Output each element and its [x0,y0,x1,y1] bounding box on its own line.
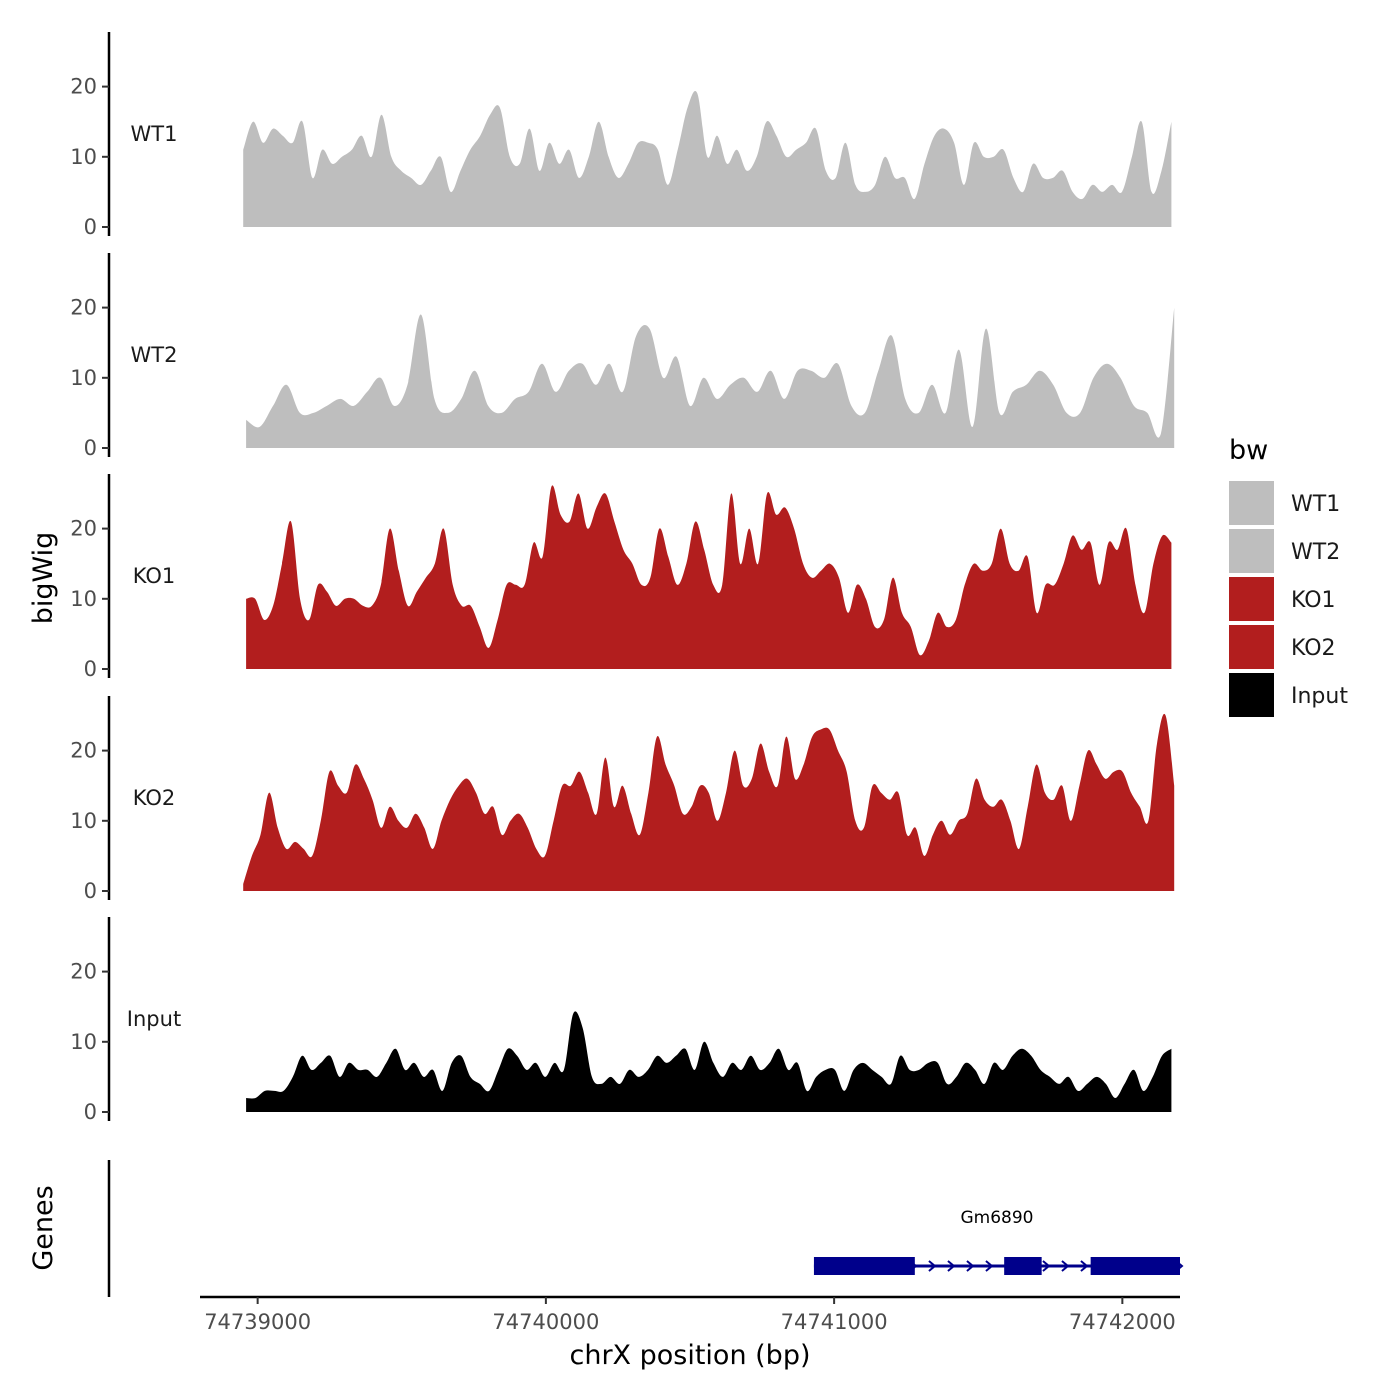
genes-axis-title: Genes [28,1185,59,1270]
area-wt1 [243,90,1172,228]
y-tick-label: 10 [70,1030,97,1054]
area-ko1 [246,485,1172,669]
legend-label: WT2 [1291,540,1340,565]
legend-swatch [1229,625,1274,669]
x-axis: 74739000 74740000 74741000 74742000 [200,1295,1180,1334]
strand-chevron [1080,1260,1089,1272]
y-tick-label: 20 [70,739,97,763]
gene-exon [813,1257,915,1275]
legend-item: KO1 [1229,577,1336,621]
legend: bw WT1 WT2 KO1 KO2 Input [1229,435,1348,717]
x-axis-title: chrX position (bp) [569,1340,810,1371]
y-tick-label: 10 [70,145,97,169]
y-axis-title: bigWig [28,532,59,625]
strand-chevron [947,1260,956,1272]
y-tick-label: 10 [70,366,97,390]
gene-exon [1090,1257,1180,1275]
x-tick-label: 74741000 [781,1310,888,1334]
track-ko2: 0 10 20 KO2 [70,696,1175,903]
area-wt2 [246,307,1175,448]
track-label: WT2 [131,343,178,367]
legend-item: WT2 [1229,529,1340,573]
legend-swatch [1229,673,1274,717]
strand-chevron [1061,1260,1070,1272]
track-ko1: 0 10 20 KO1 [70,474,1172,681]
x-tick-label: 74742000 [1069,1310,1176,1334]
legend-title: bw [1229,435,1268,466]
gene-exon [1004,1257,1042,1275]
y-tick-label: 0 [84,1100,97,1124]
y-tick-label: 20 [70,296,97,320]
track-label: KO2 [133,786,176,810]
y-tick-label: 0 [84,436,97,460]
legend-label: Input [1291,684,1348,709]
x-tick-label: 74740000 [492,1310,599,1334]
legend-label: KO2 [1291,636,1336,661]
legend-swatch [1229,577,1274,621]
tracks: 0 10 20 WT1 0 10 20 WT2 0 10 20 KO1 0 10 20 KO2 0 10 20 Inp… [70,32,1175,1124]
legend-label: WT1 [1291,492,1340,517]
track-label: Input [127,1007,181,1031]
area-input [246,1011,1172,1112]
strand-chevron [1042,1260,1051,1272]
y-tick-label: 0 [84,657,97,681]
gene-panel: Gm6890 [107,1160,1184,1297]
y-tick-label: 20 [70,517,97,541]
strand-chevron [985,1260,994,1272]
legend-item: WT1 [1229,481,1340,525]
legend-swatch [1229,481,1274,525]
gene-label: Gm6890 [960,1208,1033,1228]
y-tick-label: 10 [70,809,97,833]
strand-chevron [928,1260,937,1272]
area-ko2 [243,713,1175,891]
track-wt2: 0 10 20 WT2 [70,253,1175,460]
y-tick-label: 0 [84,215,97,239]
legend-swatch [1229,529,1274,573]
legend-item: KO2 [1229,625,1336,669]
strand-chevron [966,1260,975,1272]
y-tick-label: 10 [70,587,97,611]
track-input: 0 10 20 Input [70,917,1172,1124]
y-tick-label: 20 [70,960,97,984]
track-wt1: 0 10 20 WT1 [70,32,1172,239]
y-tick-label: 20 [70,75,97,99]
legend-label: KO1 [1291,588,1336,613]
track-label: KO1 [133,564,176,588]
y-tick-label: 0 [84,879,97,903]
legend-item: Input [1229,673,1348,717]
x-tick-label: 74739000 [204,1310,311,1334]
track-label: WT1 [131,122,178,146]
